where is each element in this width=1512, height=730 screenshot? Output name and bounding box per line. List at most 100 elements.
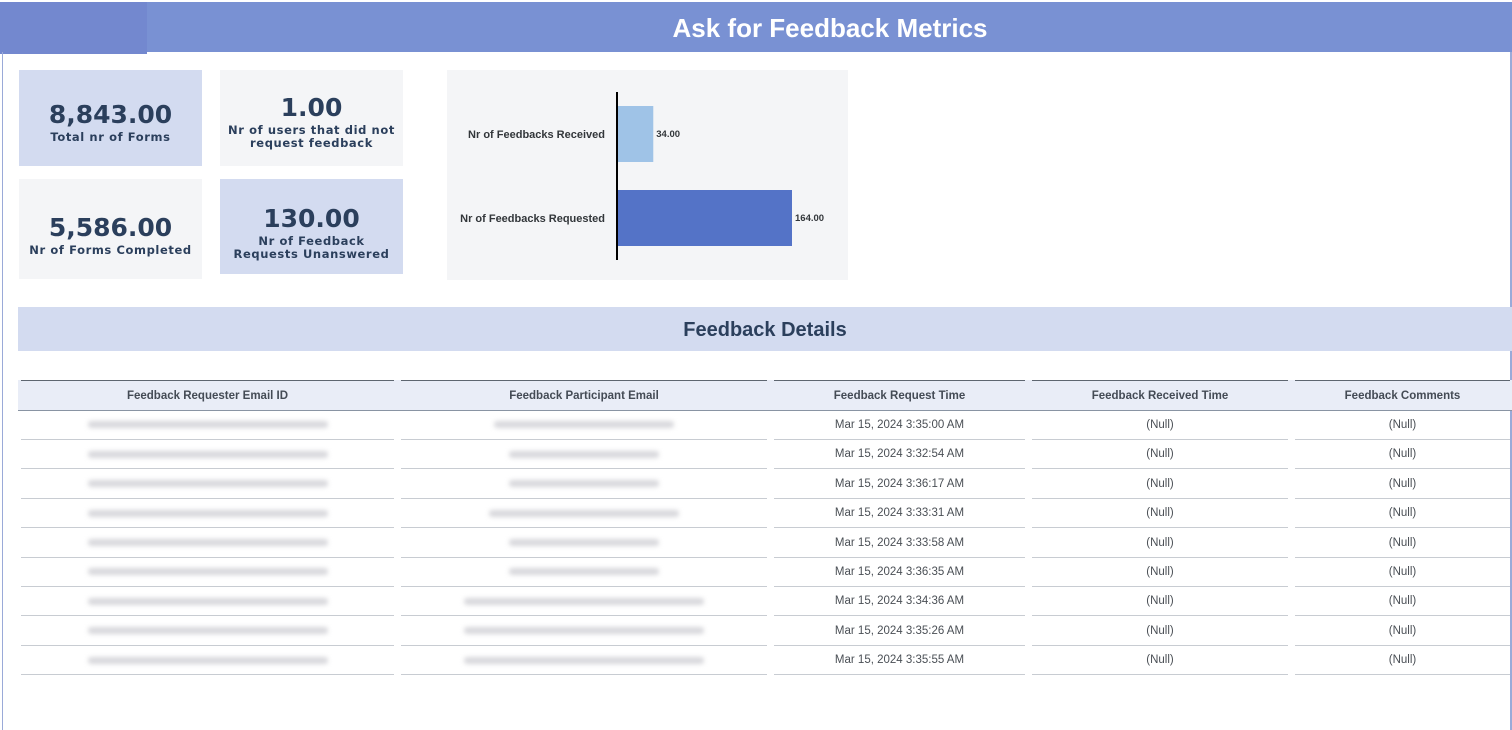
column-header[interactable]: Feedback Requester Email ID [21,380,394,410]
requester-email-cell [21,529,394,558]
requester-email-cell [21,617,394,646]
redacted-email [509,568,659,576]
requester-email-cell [21,470,394,499]
kpi-label: Total nr of Forms [50,130,171,144]
table-row[interactable]: Mar 15, 2024 3:36:35 AM (Null) (Null) [18,558,1512,587]
comments-cell: (Null) [1295,411,1510,440]
column-header[interactable]: Feedback Request Time [774,380,1025,410]
feedback-details-table: Feedback Requester Email ID Feedback Par… [18,380,1512,676]
received-time-cell: (Null) [1032,440,1288,470]
kpi-value: 1.00 [280,93,343,122]
participant-email-cell [401,558,767,587]
requester-email-cell [21,499,394,529]
request-time-cell: Mar 15, 2024 3:35:00 AM [774,411,1025,440]
received-time-cell: (Null) [1032,470,1288,499]
received-time-cell: (Null) [1032,558,1288,587]
title-bar-corner [0,2,147,54]
comments-cell: (Null) [1295,470,1510,499]
kpi-requests-unanswered[interactable]: 130.00 Nr of Feedback Requests Unanswere… [220,179,403,274]
redacted-email [87,480,328,488]
kpi-value: 130.00 [263,204,360,233]
kpi-forms-completed[interactable]: 5,586.00 Nr of Forms Completed [19,179,202,279]
table-row[interactable]: Mar 15, 2024 3:35:55 AM (Null) (Null) [18,646,1512,676]
redacted-email [464,597,704,605]
kpi-value: 5,586.00 [48,213,173,242]
participant-email-cell [401,470,767,499]
redacted-email [87,539,328,547]
section-header: Feedback Details [18,307,1512,351]
requester-email-cell [21,646,394,676]
kpi-label: Nr of users that did not [228,123,395,137]
bar-feedbacks-received[interactable] [617,106,654,162]
request-time-cell: Mar 15, 2024 3:36:35 AM [774,558,1025,587]
participant-email-cell [401,587,767,617]
request-time-cell: Mar 15, 2024 3:35:26 AM [774,617,1025,646]
participant-email-cell [401,440,767,470]
kpi-users-no-request[interactable]: 1.00 Nr of users that did not request fe… [220,70,403,166]
request-time-cell: Mar 15, 2024 3:35:55 AM [774,646,1025,676]
column-header[interactable]: Feedback Received Time [1032,380,1288,410]
participant-email-cell [401,617,767,646]
table-row[interactable]: Mar 15, 2024 3:33:58 AM (Null) (Null) [18,529,1512,558]
kpi-label: Nr of Feedback [258,234,365,248]
bar-feedbacks-requested[interactable] [617,190,792,246]
redacted-email [489,509,679,517]
participant-email-cell [401,411,767,440]
requester-email-cell [21,440,394,470]
table-row[interactable]: Mar 15, 2024 3:33:31 AM (Null) (Null) [18,499,1512,529]
request-time-cell: Mar 15, 2024 3:33:58 AM [774,529,1025,558]
table-row[interactable]: Mar 15, 2024 3:36:17 AM (Null) (Null) [18,470,1512,499]
kpi-total-forms[interactable]: 8,843.00 Total nr of Forms [19,70,202,166]
redacted-email [509,480,659,488]
participant-email-cell [401,646,767,676]
redacted-email [87,421,328,429]
comments-cell: (Null) [1295,558,1510,587]
kpi-label: Nr of Forms Completed [29,243,192,257]
page-title: Ask for Feedback Metrics [672,13,988,43]
category-label: Nr of Feedbacks Received [468,129,605,141]
received-time-cell: (Null) [1032,529,1288,558]
received-time-cell: (Null) [1032,617,1288,646]
redacted-email [87,568,328,576]
column-header[interactable]: Feedback Participant Email [401,380,767,410]
participant-email-cell [401,499,767,529]
comments-cell: (Null) [1295,440,1510,470]
redacted-email [87,509,328,517]
data-label: 164.00 [795,213,824,224]
title-bar: Ask for Feedback Metrics [0,2,1512,54]
redacted-email [87,627,328,635]
kpi-label: request feedback [250,136,373,150]
requester-email-cell [21,558,394,587]
column-header[interactable]: Feedback Comments [1295,380,1510,410]
table-row[interactable]: Mar 15, 2024 3:35:26 AM (Null) (Null) [18,617,1512,646]
received-time-cell: (Null) [1032,646,1288,676]
kpi-label: Requests Unanswered [233,247,390,261]
chart-svg: Nr of Feedbacks Received 34.00 Nr of Feedb… [460,92,824,260]
requester-email-cell [21,587,394,617]
table-row[interactable]: Mar 15, 2024 3:32:54 AM (Null) (Null) [18,440,1512,470]
request-time-cell: Mar 15, 2024 3:36:17 AM [774,470,1025,499]
requester-email-cell [21,411,394,440]
redacted-email [87,656,328,664]
request-time-cell: Mar 15, 2024 3:34:36 AM [774,587,1025,617]
kpi-value: 8,843.00 [48,100,173,129]
redacted-email [87,450,328,458]
redacted-email [509,539,659,547]
request-time-cell: Mar 15, 2024 3:33:31 AM [774,499,1025,529]
received-time-cell: (Null) [1032,411,1288,440]
left-border [2,52,3,730]
data-label: 34.00 [656,129,680,140]
redacted-email [87,597,328,605]
comments-cell: (Null) [1295,529,1510,558]
table-row[interactable]: Mar 15, 2024 3:35:00 AM (Null) (Null) [18,411,1512,440]
request-time-cell: Mar 15, 2024 3:32:54 AM [774,440,1025,470]
redacted-email [509,450,659,458]
table-body: Mar 15, 2024 3:35:00 AM (Null) (Null) Mar 1… [18,411,1512,676]
table-row[interactable]: Mar 15, 2024 3:34:36 AM (Null) (Null) [18,587,1512,617]
feedback-bar-chart[interactable]: Nr of Feedbacks Received 34.00 Nr of Feedb… [447,70,848,280]
received-time-cell: (Null) [1032,499,1288,529]
comments-cell: (Null) [1295,646,1510,676]
redacted-email [494,421,674,429]
category-label: Nr of Feedbacks Requested [460,213,605,225]
